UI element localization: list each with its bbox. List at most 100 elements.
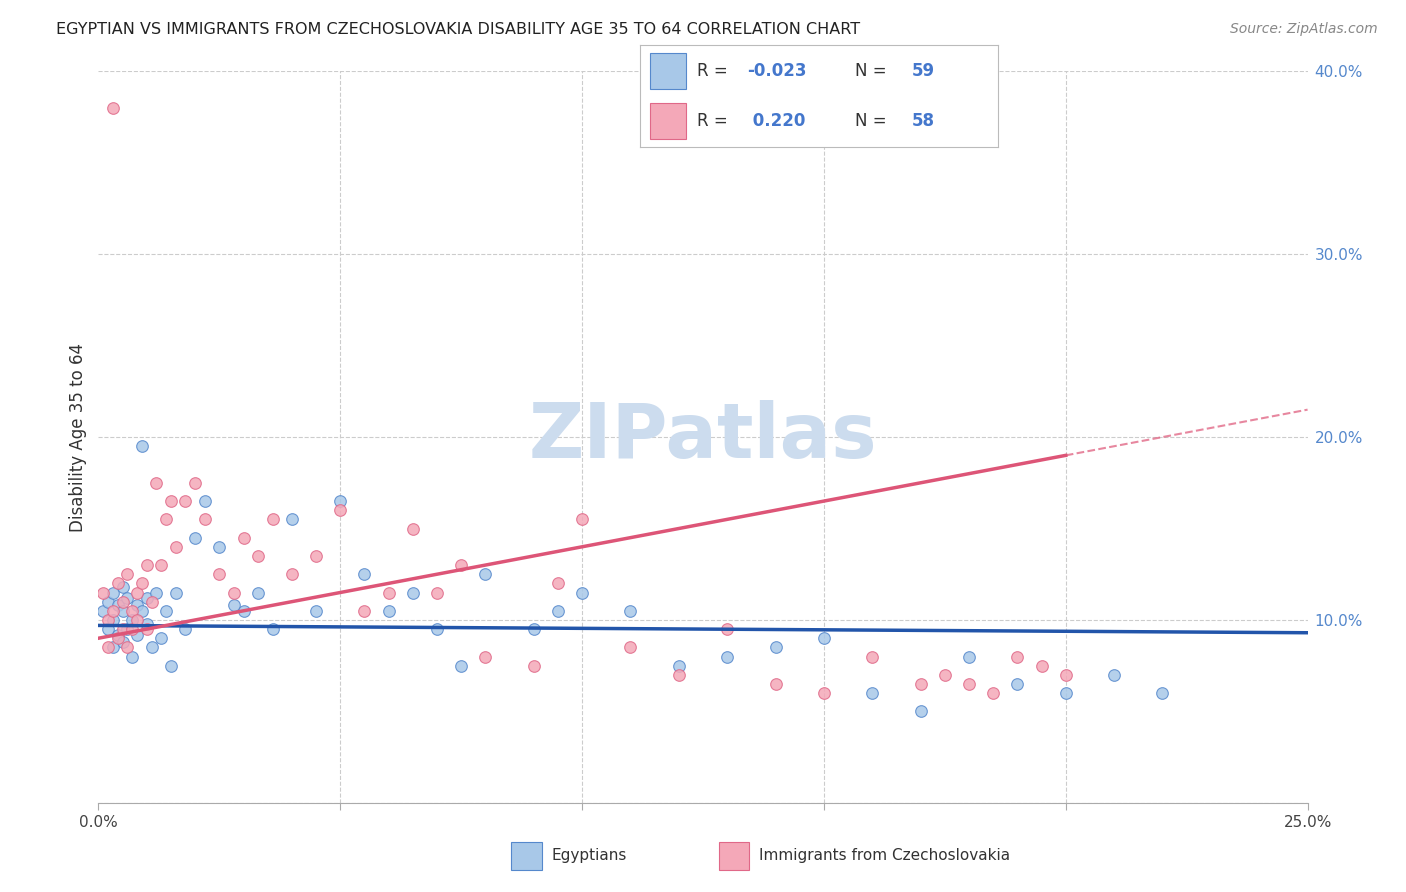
Text: 58: 58 — [912, 112, 935, 130]
Text: N =: N = — [855, 62, 891, 79]
Y-axis label: Disability Age 35 to 64: Disability Age 35 to 64 — [69, 343, 87, 532]
Point — [262, 622, 284, 636]
Point — [262, 512, 284, 526]
Point — [860, 686, 883, 700]
Point — [91, 585, 114, 599]
FancyBboxPatch shape — [718, 842, 749, 870]
Point — [1102, 667, 1125, 681]
Text: N =: N = — [855, 112, 891, 130]
Point — [377, 585, 399, 599]
Point — [111, 622, 134, 636]
Point — [155, 512, 177, 526]
Point — [668, 658, 690, 673]
Point — [121, 613, 143, 627]
Point — [117, 567, 139, 582]
Point — [101, 585, 124, 599]
Point — [426, 585, 449, 599]
Point — [329, 503, 352, 517]
Point — [1007, 649, 1029, 664]
Point — [174, 622, 197, 636]
Point — [571, 512, 593, 526]
Point — [208, 567, 231, 582]
Point — [160, 494, 183, 508]
Point — [305, 549, 328, 563]
Point — [111, 635, 134, 649]
Text: EGYPTIAN VS IMMIGRANTS FROM CZECHOSLOVAKIA DISABILITY AGE 35 TO 64 CORRELATION C: EGYPTIAN VS IMMIGRANTS FROM CZECHOSLOVAK… — [56, 22, 860, 37]
Point — [184, 531, 207, 545]
Point — [957, 677, 980, 691]
Point — [97, 613, 120, 627]
Point — [957, 649, 980, 664]
Point — [160, 658, 183, 673]
Point — [150, 632, 173, 646]
Point — [107, 599, 129, 613]
Point — [910, 677, 932, 691]
Point — [208, 540, 231, 554]
Point — [150, 558, 173, 573]
Point — [145, 475, 167, 490]
Point — [910, 705, 932, 719]
Point — [402, 585, 425, 599]
Point — [117, 622, 139, 636]
Text: Immigrants from Czechoslovakia: Immigrants from Czechoslovakia — [759, 848, 1011, 863]
Point — [131, 439, 153, 453]
Point — [619, 640, 641, 655]
Point — [305, 604, 328, 618]
Point — [111, 594, 134, 608]
Point — [127, 585, 149, 599]
Point — [450, 658, 472, 673]
Point — [184, 475, 207, 490]
FancyBboxPatch shape — [651, 53, 686, 88]
Point — [165, 540, 187, 554]
Point — [813, 686, 835, 700]
Point — [135, 558, 157, 573]
Point — [547, 604, 569, 618]
Point — [135, 616, 157, 631]
Point — [281, 512, 304, 526]
Point — [353, 567, 375, 582]
Point — [232, 531, 254, 545]
Text: Egyptians: Egyptians — [551, 848, 627, 863]
Point — [117, 591, 139, 605]
Point — [111, 604, 134, 618]
Point — [523, 622, 546, 636]
Point — [101, 613, 124, 627]
Point — [765, 640, 787, 655]
Point — [1054, 686, 1077, 700]
Point — [247, 549, 270, 563]
Point — [232, 604, 254, 618]
Point — [121, 649, 143, 664]
Point — [107, 632, 129, 646]
Text: Source: ZipAtlas.com: Source: ZipAtlas.com — [1230, 22, 1378, 37]
Point — [860, 649, 883, 664]
Point — [765, 677, 787, 691]
Point — [716, 649, 738, 664]
Point — [1031, 658, 1053, 673]
Point — [127, 613, 149, 627]
Point — [111, 580, 134, 594]
Point — [474, 567, 496, 582]
Point — [107, 627, 129, 641]
Point — [121, 604, 143, 618]
Point — [1007, 677, 1029, 691]
Point — [141, 594, 163, 608]
Point — [131, 604, 153, 618]
Point — [121, 622, 143, 636]
Point — [981, 686, 1004, 700]
Point — [194, 494, 217, 508]
Point — [934, 667, 956, 681]
Point — [402, 521, 425, 535]
Point — [101, 604, 124, 618]
Point — [97, 640, 120, 655]
Point — [668, 667, 690, 681]
Point — [547, 576, 569, 591]
Point — [377, 604, 399, 618]
Point — [174, 494, 197, 508]
Point — [1152, 686, 1174, 700]
Point — [194, 512, 217, 526]
Point — [127, 599, 149, 613]
Point — [135, 622, 157, 636]
Text: R =: R = — [697, 62, 733, 79]
Point — [101, 101, 124, 115]
Point — [165, 585, 187, 599]
